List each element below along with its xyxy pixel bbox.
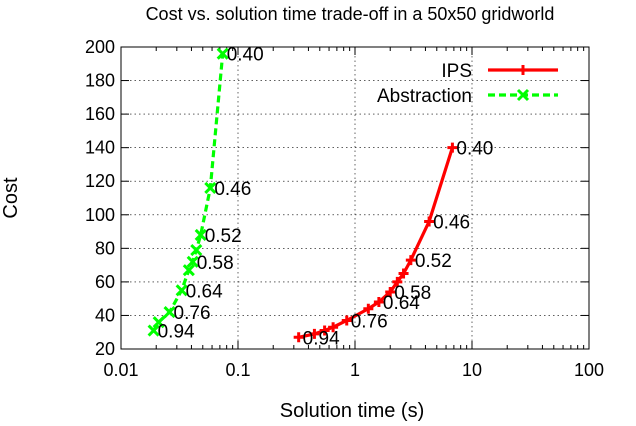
data-point-ips xyxy=(385,286,396,297)
point-annotation: 0.94 xyxy=(303,328,340,349)
data-point-ips xyxy=(373,297,384,308)
y-tick-label: 80 xyxy=(95,238,115,258)
data-point-ips xyxy=(341,315,352,326)
x-tick-label: 0.1 xyxy=(225,360,250,380)
data-point-abstraction xyxy=(216,47,229,60)
data-point-abstraction xyxy=(194,228,207,241)
y-tick-label: 180 xyxy=(85,71,115,91)
y-tick-label: 60 xyxy=(95,272,115,292)
point-annotation: 0.46 xyxy=(433,212,470,233)
point-annotation: 0.64 xyxy=(186,281,223,302)
data-point-abstraction xyxy=(152,316,165,329)
legend: IPS Abstraction xyxy=(377,61,558,107)
point-annotation: 0.52 xyxy=(415,251,452,272)
series-layer xyxy=(147,47,458,343)
point-annotation: 0.58 xyxy=(197,253,234,274)
point-annotation: 0.76 xyxy=(174,303,211,324)
y-tick-label: 140 xyxy=(85,138,115,158)
point-annotation: 0.58 xyxy=(394,283,431,304)
series-abstraction-group xyxy=(152,53,225,332)
legend-label: Abstraction xyxy=(377,86,472,107)
point-annotation: 0.64 xyxy=(383,293,420,314)
series-ips-group xyxy=(298,147,454,339)
series-line-ips xyxy=(298,147,454,339)
y-tick-label: 20 xyxy=(95,339,115,359)
series-line-abstraction xyxy=(152,53,225,332)
data-point-abstraction xyxy=(163,306,176,319)
x-tick-label: 0.01 xyxy=(103,360,138,380)
point-annotations: 0.940.760.640.580.520.460.400.940.760.64… xyxy=(158,45,494,350)
legend-marker-ips xyxy=(518,65,528,75)
point-annotation: 0.40 xyxy=(227,45,264,66)
y-tick-label: 40 xyxy=(95,305,115,325)
data-point-ips xyxy=(424,216,435,227)
y-tick-label: 160 xyxy=(85,104,115,124)
data-point-ips xyxy=(447,142,458,153)
chart-title: Cost vs. solution time trade-off in a 50… xyxy=(146,4,555,24)
data-point-ips xyxy=(319,325,330,336)
point-annotation: 0.52 xyxy=(205,226,242,247)
data-point-abstraction xyxy=(147,324,160,337)
data-point-ips xyxy=(309,328,320,339)
y-tick-label: 200 xyxy=(85,37,115,57)
legend-marker-abstraction xyxy=(516,88,530,102)
data-point-ips xyxy=(363,303,374,314)
y-tick-label: 100 xyxy=(85,205,115,225)
x-tick-label: 100 xyxy=(574,360,604,380)
y-axis-label: Cost xyxy=(0,177,22,219)
x-axis-label: Solution time (s) xyxy=(280,400,425,422)
data-point-ips xyxy=(392,276,403,287)
legend-label: IPS xyxy=(441,61,472,82)
data-point-abstraction xyxy=(190,243,203,257)
y-tick-label: 120 xyxy=(85,171,115,191)
data-point-ips xyxy=(293,332,304,343)
x-tick-label: 10 xyxy=(462,360,482,380)
data-point-ips xyxy=(398,268,409,279)
data-point-ips xyxy=(328,322,339,333)
axis-ticks: 20 40 60 80 100 120 140 160 180 200 0.01 0.1 1 10 100 xyxy=(85,37,604,380)
data-point-ips xyxy=(405,255,416,266)
point-annotation: 0.46 xyxy=(214,179,251,200)
data-point-abstraction xyxy=(186,255,199,268)
point-annotation: 0.76 xyxy=(351,311,388,332)
point-annotation: 0.40 xyxy=(456,139,493,160)
data-point-abstraction xyxy=(204,181,217,194)
grid xyxy=(121,47,589,349)
data-point-abstraction xyxy=(175,284,188,297)
point-annotation: 0.94 xyxy=(158,322,195,343)
data-point-abstraction xyxy=(182,264,195,277)
x-tick-label: 1 xyxy=(350,360,360,380)
